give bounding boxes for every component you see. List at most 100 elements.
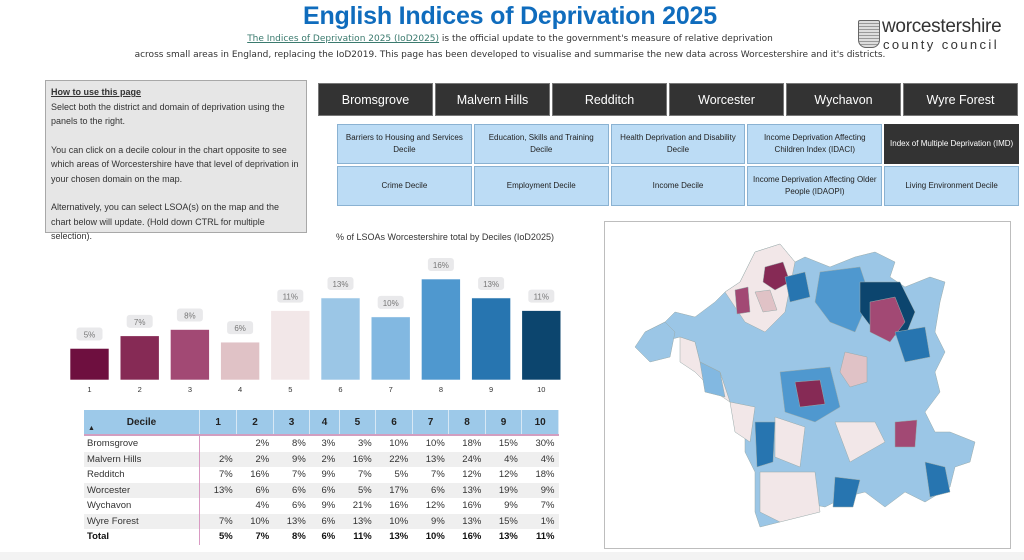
domain-button-living-environment[interactable]: Living Environment Decile — [884, 166, 1019, 206]
table-cell: 7% — [431, 469, 445, 481]
domain-button-idaci[interactable]: Income Deprivation Affecting Children In… — [747, 124, 883, 164]
table-header-col[interactable]: 8 — [448, 410, 486, 436]
domain-button-imd[interactable]: Index of Multiple Deprivation (IMD) — [884, 124, 1019, 164]
table-total-row[interactable]: Total 5% 7% 8% 6% 11% 13% 10% 16% 13% 11% — [84, 529, 559, 545]
bar-decile-6[interactable] — [320, 297, 361, 381]
bar-decile-3[interactable] — [170, 329, 210, 381]
table-row[interactable]: Malvern Hills 2% 2% 9% 2% 16% 22% 13% 24% 4% 4% — [84, 451, 559, 467]
iod2025-link[interactable]: The Indices of Deprivation 2025 (IoD2025… — [247, 34, 440, 44]
table-cell: 13% — [273, 513, 310, 529]
map-region[interactable] — [834, 421, 886, 463]
table-header-col[interactable]: 9 — [485, 410, 523, 436]
map-region[interactable] — [784, 271, 811, 303]
map-region[interactable] — [839, 351, 868, 388]
district-button-redditch[interactable]: Redditch — [552, 83, 667, 116]
map-region[interactable] — [894, 419, 918, 448]
map-region[interactable] — [762, 261, 791, 291]
footer-bar — [0, 552, 1024, 560]
map-region[interactable] — [759, 471, 821, 523]
bar-decile-2[interactable] — [119, 335, 160, 381]
table-cell: 24% — [448, 451, 486, 467]
x-tick-label: 3 — [188, 385, 192, 394]
table-header-col[interactable]: 1 — [199, 410, 238, 436]
table-cell: 7% — [292, 469, 306, 481]
sort-ascending-icon[interactable]: ▲ — [88, 425, 95, 432]
data-label-background — [478, 276, 505, 290]
map-region[interactable] — [634, 321, 676, 363]
decile-header-label: Decile — [126, 416, 157, 428]
table-cell: 13% — [199, 482, 237, 498]
table-row[interactable]: Worcester 13% 6% 6% 6% 5% 17% 6% 13% 19% 9% — [84, 482, 559, 498]
district-button-wychavon[interactable]: Wychavon — [786, 83, 901, 116]
table-header-col[interactable]: 2 — [236, 410, 274, 436]
table-header-col[interactable]: 4 — [309, 410, 340, 436]
crest-icon — [858, 20, 880, 48]
domain-button-barriers[interactable]: Barriers to Housing and Services Decile — [337, 124, 472, 164]
map-region[interactable] — [699, 361, 726, 398]
table-cell: 9% — [321, 469, 336, 481]
table-cell: 2% — [255, 438, 270, 450]
table-header-col[interactable]: 5 — [339, 410, 377, 436]
logo-text-primary: worcestershire — [882, 16, 1002, 37]
table-cell: 6% — [236, 482, 274, 498]
data-label-background — [176, 308, 203, 322]
table-row[interactable]: Bromsgrove 2% 8% 3% 3% 10% 10% 18% 15% 30% — [84, 435, 559, 452]
choropleth-map[interactable] — [604, 221, 1011, 549]
bar-decile-7[interactable] — [370, 316, 411, 381]
domain-button-crime[interactable]: Crime Decile — [337, 166, 472, 206]
table-cell: 16% — [462, 500, 482, 512]
bar-decile-9[interactable] — [471, 297, 511, 381]
table-cell: 12% — [462, 469, 482, 481]
intro-line-2: across small areas in England, replacing… — [134, 50, 886, 60]
map-region[interactable] — [814, 266, 871, 333]
table-cell: 10% — [389, 438, 409, 450]
intro-line-1: The Indices of Deprivation 2025 (IoD2025… — [190, 34, 830, 44]
table-cell: 5% — [394, 469, 409, 481]
table-row[interactable]: Wychavon 4% 6% 9% 21% 16% 12% 16% 9% 7% — [84, 498, 559, 514]
table-cell: 7% — [199, 513, 237, 529]
x-tick-label: 8 — [439, 385, 443, 394]
map-region[interactable] — [774, 416, 806, 468]
table-row[interactable]: Wyre Forest 7% 10% 13% 6% 13% 10% 9% 13% 15% 1% — [84, 513, 559, 529]
district-button-bromsgrove[interactable]: Bromsgrove — [318, 83, 433, 116]
district-button-malvern-hills[interactable]: Malvern Hills — [435, 83, 550, 116]
map-region[interactable] — [794, 379, 826, 408]
domain-button-employment[interactable]: Employment Decile — [473, 166, 609, 206]
map-canvas[interactable] — [605, 222, 1010, 548]
bar-decile-4[interactable] — [220, 341, 260, 381]
x-tick-label: 9 — [489, 385, 493, 394]
table-cell: 8% — [292, 438, 306, 450]
decile-bar-chart: 5% 1 7% 2 8% 3 6% 4 11% 5 13% 6 10% 7 16% 8 13% 9 11% 10 — [69, 258, 562, 394]
table-header-col[interactable]: 6 — [375, 410, 413, 436]
district-button-wyre-forest[interactable]: Wyre Forest — [903, 83, 1018, 116]
x-tick-label: 5 — [288, 385, 292, 394]
domain-button-health[interactable]: Health Deprivation and Disability Decile — [610, 124, 746, 164]
table-cell: 4% — [521, 451, 559, 467]
domain-button-income[interactable]: Income Decile — [610, 166, 746, 206]
map-region[interactable] — [924, 461, 951, 498]
map-region[interactable] — [754, 289, 778, 313]
district-button-worcester[interactable]: Worcester — [669, 83, 784, 116]
map-region[interactable] — [832, 476, 861, 508]
map-region[interactable] — [754, 421, 776, 468]
table-cell: 10% — [375, 513, 413, 529]
domain-button-education[interactable]: Education, Skills and Training Decile — [473, 124, 609, 164]
bar-decile-1[interactable] — [69, 348, 110, 381]
data-label-background — [327, 276, 354, 290]
table-row[interactable]: Redditch 7% 16% 7% 9% 7% 5% 7% 12% 12% 18% — [84, 467, 559, 483]
domain-button-idaopi[interactable]: Income Deprivation Affecting Older Peopl… — [747, 166, 883, 206]
bar-decile-10[interactable] — [521, 310, 562, 381]
district-slicer: Bromsgrove Malvern Hills Redditch Worces… — [318, 83, 1018, 116]
bar-decile-8[interactable] — [421, 278, 461, 381]
row-label: Wyre Forest — [84, 513, 200, 529]
table-header-col[interactable]: 10 — [521, 410, 559, 436]
table-header-decile[interactable]: Decile ▲ — [84, 410, 200, 436]
table-header-col[interactable]: 7 — [412, 410, 450, 436]
map-region[interactable] — [894, 326, 931, 363]
row-label: Redditch — [84, 467, 200, 483]
table-header-col[interactable]: 3 — [273, 410, 311, 436]
map-region[interactable] — [729, 401, 756, 443]
chart-title: % of LSOAs Worcestershire total by Decil… — [336, 232, 554, 242]
bar-decile-5[interactable] — [270, 310, 311, 381]
map-region[interactable] — [734, 286, 751, 315]
